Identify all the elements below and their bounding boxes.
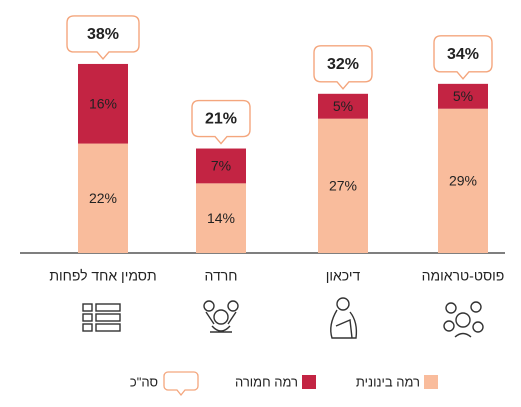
legend-label: סה"כ (130, 374, 158, 389)
data-label: 5% (333, 98, 353, 114)
bar-segment (196, 183, 246, 253)
data-label: 16% (89, 95, 117, 111)
legend-label: רמה חמורה (235, 374, 298, 389)
x-tick-label: פוסט-טראומה (422, 268, 505, 284)
data-label: 14% (207, 210, 235, 226)
total-callout (191, 99, 251, 145)
bar-segment (438, 83, 488, 109)
legend-label: רמה בינונית (356, 374, 420, 389)
x-tick-label: תסמין אחד לפחות (49, 268, 156, 284)
total-callout (433, 35, 493, 80)
anxiety-icon (203, 300, 239, 333)
data-label: 29% (449, 173, 477, 189)
total-label: 34% (447, 46, 479, 63)
legend: רמה בינונית רמה חמורה סה"כ (130, 371, 438, 397)
legend-swatch (302, 375, 316, 389)
total-label: 38% (87, 26, 119, 43)
bar-segment (196, 148, 246, 184)
x-tick-label: חרדה (205, 268, 238, 284)
bar-segment (78, 63, 128, 144)
total-label: 32% (327, 56, 359, 73)
legend-callout (163, 371, 199, 397)
total-callout (313, 45, 373, 90)
data-label: 7% (211, 158, 231, 174)
bar-segment (318, 118, 368, 253)
bar-segment (318, 93, 368, 119)
data-label: 22% (89, 190, 117, 206)
x-tick-label: דיכאון (326, 268, 361, 284)
total-callout (66, 15, 140, 61)
depression-icon (330, 297, 358, 339)
list-icon (82, 303, 121, 332)
data-label: 5% (453, 88, 473, 104)
bar-segment (78, 143, 128, 253)
trauma-icon (443, 301, 484, 338)
bar-segment (438, 108, 488, 253)
data-label: 27% (329, 178, 357, 194)
icons (82, 297, 484, 339)
total-label: 21% (205, 111, 237, 128)
legend-swatch (424, 375, 438, 389)
